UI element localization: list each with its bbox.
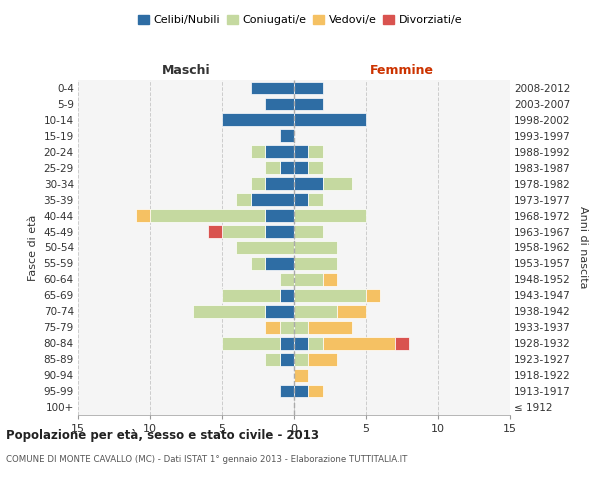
Bar [308, 162, 323, 174]
Bar [308, 194, 323, 206]
Bar [222, 337, 280, 349]
Bar [251, 178, 265, 190]
Text: Popolazione per età, sesso e stato civile - 2013: Popolazione per età, sesso e stato civil… [6, 430, 319, 442]
Bar [251, 194, 294, 206]
Bar [294, 162, 308, 174]
Legend: Celibi/Nubili, Coniugati/e, Vedovi/e, Divorziati/e: Celibi/Nubili, Coniugati/e, Vedovi/e, Di… [133, 10, 467, 30]
Bar [337, 305, 366, 318]
Bar [294, 353, 308, 366]
Bar [294, 289, 366, 302]
Bar [236, 241, 294, 254]
Bar [265, 146, 294, 158]
Bar [280, 384, 294, 398]
Bar [222, 289, 280, 302]
Bar [294, 146, 308, 158]
Bar [294, 321, 308, 334]
Bar [150, 209, 265, 222]
Bar [280, 162, 294, 174]
Bar [294, 257, 337, 270]
Bar [294, 82, 323, 94]
Text: Maschi: Maschi [161, 64, 211, 78]
Bar [395, 337, 409, 349]
Bar [294, 305, 337, 318]
Bar [308, 146, 323, 158]
Bar [265, 98, 294, 110]
Bar [308, 337, 323, 349]
Bar [323, 178, 352, 190]
Text: COMUNE DI MONTE CAVALLO (MC) - Dati ISTAT 1° gennaio 2013 - Elaborazione TUTTITA: COMUNE DI MONTE CAVALLO (MC) - Dati ISTA… [6, 455, 407, 464]
Bar [280, 289, 294, 302]
Bar [294, 178, 323, 190]
Bar [236, 194, 251, 206]
Bar [265, 353, 280, 366]
Bar [280, 353, 294, 366]
Bar [294, 225, 323, 238]
Bar [265, 178, 294, 190]
Bar [323, 337, 395, 349]
Bar [294, 194, 308, 206]
Bar [308, 321, 352, 334]
Bar [294, 241, 337, 254]
Bar [366, 289, 380, 302]
Bar [294, 98, 323, 110]
Bar [222, 225, 265, 238]
Bar [294, 384, 308, 398]
Bar [265, 305, 294, 318]
Bar [193, 305, 265, 318]
Bar [251, 82, 294, 94]
Bar [208, 225, 222, 238]
Bar [280, 273, 294, 286]
Bar [265, 162, 280, 174]
Bar [308, 384, 323, 398]
Bar [294, 337, 308, 349]
Bar [265, 321, 280, 334]
Bar [294, 114, 366, 126]
Bar [251, 146, 265, 158]
Y-axis label: Anni di nascita: Anni di nascita [578, 206, 587, 288]
Bar [265, 257, 294, 270]
Bar [251, 257, 265, 270]
Bar [294, 368, 308, 382]
Bar [280, 130, 294, 142]
Bar [308, 353, 337, 366]
Bar [136, 209, 150, 222]
Bar [294, 209, 366, 222]
Bar [222, 114, 294, 126]
Text: Femmine: Femmine [370, 64, 434, 78]
Bar [294, 273, 323, 286]
Bar [265, 225, 294, 238]
Bar [265, 209, 294, 222]
Bar [280, 337, 294, 349]
Y-axis label: Fasce di età: Fasce di età [28, 214, 38, 280]
Bar [280, 321, 294, 334]
Bar [323, 273, 337, 286]
